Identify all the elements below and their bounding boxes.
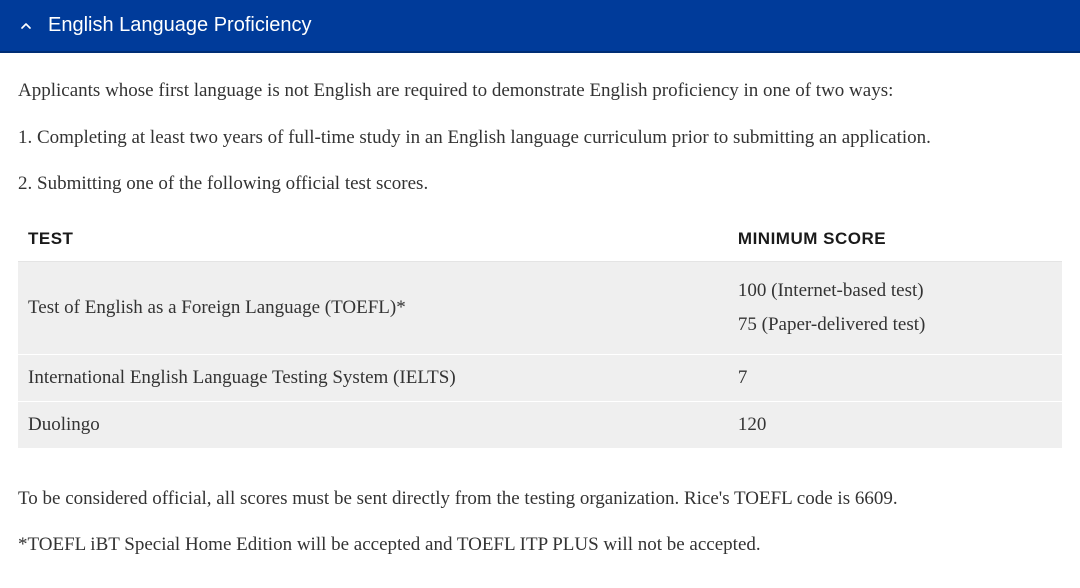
table-row: Duolingo120 <box>18 401 1062 448</box>
footnote-toefl: *TOEFL iBT Special Home Edition will be … <box>18 531 1062 560</box>
table-cell-test: Test of English as a Foreign Language (T… <box>18 261 728 354</box>
table-cell-score: 100 (Internet-based test)75 (Paper-deliv… <box>728 261 1062 354</box>
table-row: Test of English as a Foreign Language (T… <box>18 261 1062 354</box>
table-cell-test: Duolingo <box>18 401 728 448</box>
score-table-body: Test of English as a Foreign Language (T… <box>18 261 1062 448</box>
chevron-up-icon <box>18 18 34 34</box>
table-cell-score: 7 <box>728 354 1062 401</box>
score-line: 75 (Paper-delivered test) <box>738 308 1052 342</box>
option-1-text: 1. Completing at least two years of full… <box>18 124 1062 153</box>
table-row: International English Language Testing S… <box>18 354 1062 401</box>
accordion-header[interactable]: English Language Proficiency <box>0 0 1080 53</box>
score-table: TEST MINIMUM SCORE Test of English as a … <box>18 217 1062 449</box>
accordion-content: Applicants whose first language is not E… <box>0 53 1080 588</box>
table-cell-test: International English Language Testing S… <box>18 354 728 401</box>
intro-text: Applicants whose first language is not E… <box>18 77 1062 106</box>
footnote-official: To be considered official, all scores mu… <box>18 485 1062 514</box>
accordion-title: English Language Proficiency <box>48 14 312 37</box>
score-line: 100 (Internet-based test) <box>738 274 1052 308</box>
option-2-text: 2. Submitting one of the following offic… <box>18 170 1062 199</box>
table-cell-score: 120 <box>728 401 1062 448</box>
table-header-min: MINIMUM SCORE <box>728 217 1062 262</box>
table-header-test: TEST <box>18 217 728 262</box>
